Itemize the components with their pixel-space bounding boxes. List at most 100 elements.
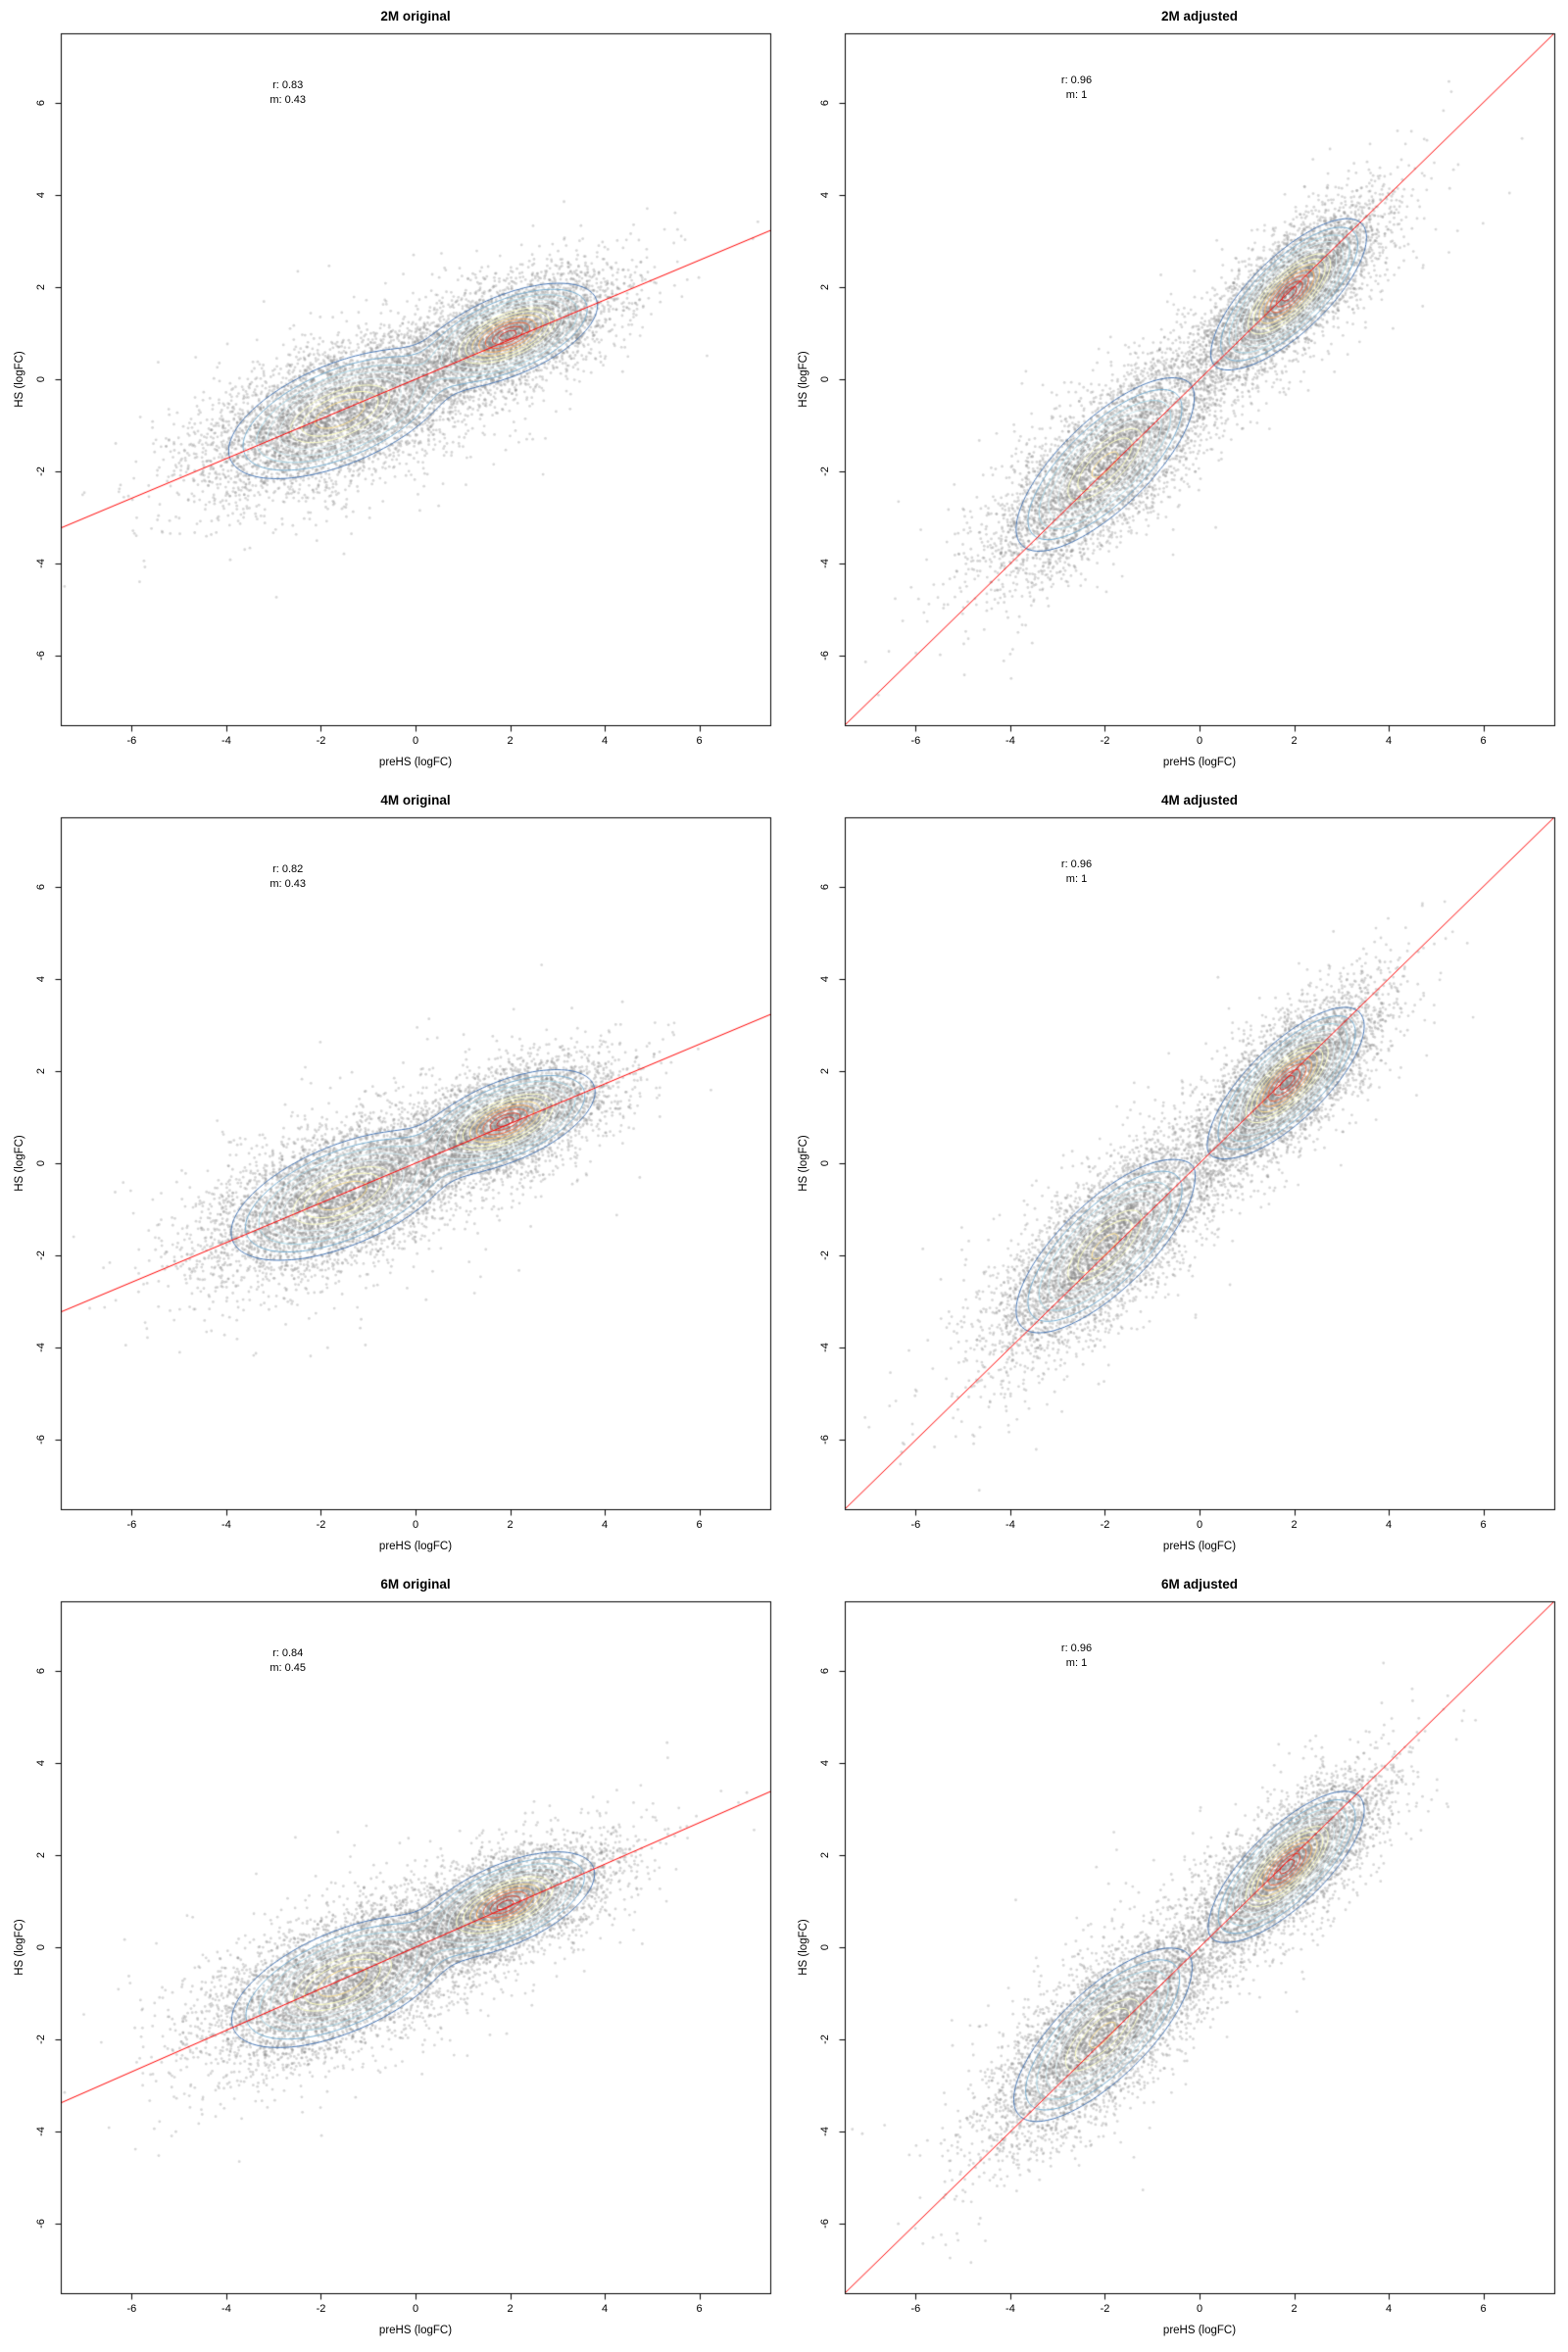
stat-m-value: m: 1 bbox=[1065, 1657, 1088, 1670]
x-tick-label: 0 bbox=[1196, 2303, 1203, 2315]
stats-annotation: r: 0.83 m: 0.43 bbox=[270, 78, 306, 108]
x-tick-label: 6 bbox=[1480, 2303, 1487, 2315]
panel-2m-adjusted: 2M adjusted r: 0.96 m: 1 preHS (logFC) HS (l… bbox=[784, 0, 1568, 784]
y-tick-label: -4 bbox=[35, 1343, 47, 1353]
plot-canvas-2m-adjusted bbox=[784, 0, 1568, 784]
x-tick-label: -4 bbox=[221, 1519, 231, 1531]
x-tick-label: 6 bbox=[696, 1519, 703, 1531]
x-tick-label: 6 bbox=[696, 2303, 703, 2315]
x-tick-label: 6 bbox=[696, 735, 703, 747]
x-axis-label: preHS (logFC) bbox=[378, 757, 453, 768]
y-tick-label: -4 bbox=[35, 559, 47, 569]
x-tick-label: 4 bbox=[1386, 1519, 1393, 1531]
x-tick-label: -6 bbox=[126, 1519, 137, 1531]
stat-r-value: r: 0.96 bbox=[1060, 74, 1093, 87]
y-tick-label: 6 bbox=[819, 883, 831, 890]
y-tick-label: 4 bbox=[35, 191, 47, 198]
panel-title: 6M adjusted bbox=[1160, 1577, 1239, 1592]
x-tick-label: 0 bbox=[1196, 735, 1203, 747]
y-tick-label: -2 bbox=[35, 2034, 47, 2045]
y-tick-label: 0 bbox=[35, 375, 47, 383]
y-tick-label: 2 bbox=[819, 283, 831, 290]
stats-annotation: r: 0.96 m: 1 bbox=[1061, 1642, 1092, 1671]
y-tick-label: -2 bbox=[35, 1250, 47, 1261]
x-axis-label: preHS (logFC) bbox=[378, 2325, 453, 2336]
stat-m-value: m: 0.43 bbox=[270, 878, 307, 891]
y-tick-label: 6 bbox=[35, 883, 47, 890]
panel-title: 6M original bbox=[380, 1577, 451, 1592]
x-tick-label: -6 bbox=[910, 735, 921, 747]
y-tick-label: 2 bbox=[819, 1067, 831, 1074]
x-tick-label: -2 bbox=[316, 2303, 326, 2315]
x-tick-label: -4 bbox=[1005, 1519, 1015, 1531]
y-tick-label: -6 bbox=[35, 1435, 47, 1446]
panel-title: 2M original bbox=[380, 9, 451, 24]
x-tick-label: 6 bbox=[1480, 735, 1487, 747]
x-tick-label: 4 bbox=[1386, 2303, 1393, 2315]
panel-title: 4M original bbox=[380, 793, 451, 808]
y-tick-label: 0 bbox=[819, 1943, 831, 1951]
y-tick-label: 4 bbox=[819, 975, 831, 982]
x-tick-label: -6 bbox=[910, 1519, 921, 1531]
x-tick-label: 2 bbox=[507, 735, 514, 747]
x-tick-label: -2 bbox=[316, 1519, 326, 1531]
panel-6m-original: 6M original r: 0.84 m: 0.45 preHS (logFC) HS… bbox=[0, 1568, 784, 2352]
stat-m-value: m: 0.43 bbox=[270, 94, 307, 107]
plot-canvas-4m-adjusted bbox=[784, 784, 1568, 1568]
y-tick-label: -6 bbox=[35, 651, 47, 662]
y-tick-label: 2 bbox=[35, 1851, 47, 1858]
plot-canvas-6m-original bbox=[0, 1568, 784, 2352]
stat-m-value: m: 1 bbox=[1065, 873, 1088, 886]
stat-m-value: m: 1 bbox=[1065, 89, 1088, 102]
plot-canvas-6m-adjusted bbox=[784, 1568, 1568, 2352]
y-tick-label: 4 bbox=[819, 191, 831, 198]
y-tick-label: 4 bbox=[35, 975, 47, 982]
x-tick-label: -2 bbox=[1100, 2303, 1110, 2315]
y-axis-label: HS (logFC) bbox=[14, 1135, 25, 1192]
stat-r-value: r: 0.84 bbox=[272, 1647, 304, 1660]
y-axis-label: HS (logFC) bbox=[798, 1135, 809, 1192]
x-tick-label: -4 bbox=[1005, 2303, 1015, 2315]
y-tick-label: -4 bbox=[819, 559, 831, 569]
stats-annotation: r: 0.96 m: 1 bbox=[1061, 858, 1092, 887]
x-tick-label: -4 bbox=[1005, 735, 1015, 747]
y-tick-label: 2 bbox=[35, 283, 47, 290]
stat-r-value: r: 0.96 bbox=[1060, 1642, 1093, 1655]
x-tick-label: -6 bbox=[126, 735, 137, 747]
y-tick-label: 6 bbox=[819, 1667, 831, 1674]
panel-6m-adjusted: 6M adjusted r: 0.96 m: 1 preHS (logFC) HS (l… bbox=[784, 1568, 1568, 2352]
panel-2m-original: 2M original r: 0.83 m: 0.43 preHS (logFC) HS… bbox=[0, 0, 784, 784]
y-tick-label: -4 bbox=[819, 1343, 831, 1353]
y-tick-label: -6 bbox=[819, 651, 831, 662]
x-tick-label: 2 bbox=[1291, 1519, 1298, 1531]
y-tick-label: 6 bbox=[35, 1667, 47, 1674]
x-tick-label: 4 bbox=[602, 2303, 609, 2315]
x-tick-label: -4 bbox=[221, 2303, 231, 2315]
panel-4m-adjusted: 4M adjusted r: 0.96 m: 1 preHS (logFC) HS (l… bbox=[784, 784, 1568, 1568]
y-axis-label: HS (logFC) bbox=[798, 1919, 809, 1976]
y-tick-label: -2 bbox=[819, 2034, 831, 2045]
stat-r-value: r: 0.83 bbox=[272, 79, 304, 92]
stat-r-value: r: 0.82 bbox=[272, 863, 304, 876]
x-tick-label: 2 bbox=[507, 2303, 514, 2315]
x-tick-label: 0 bbox=[412, 1519, 419, 1531]
panel-4m-original: 4M original r: 0.82 m: 0.43 preHS (logFC) HS… bbox=[0, 784, 784, 1568]
x-tick-label: 2 bbox=[1291, 2303, 1298, 2315]
x-tick-label: -4 bbox=[221, 735, 231, 747]
x-tick-label: 0 bbox=[412, 2303, 419, 2315]
x-tick-label: -2 bbox=[316, 735, 326, 747]
x-tick-label: -6 bbox=[126, 2303, 137, 2315]
stats-annotation: r: 0.96 m: 1 bbox=[1061, 74, 1092, 103]
stats-annotation: r: 0.84 m: 0.45 bbox=[270, 1646, 306, 1676]
y-tick-label: -4 bbox=[35, 2127, 47, 2137]
y-axis-label: HS (logFC) bbox=[14, 1919, 25, 1976]
y-tick-label: -2 bbox=[819, 466, 831, 477]
y-tick-label: -6 bbox=[819, 1435, 831, 1446]
x-tick-label: 4 bbox=[602, 735, 609, 747]
x-tick-label: 0 bbox=[1196, 1519, 1203, 1531]
y-tick-label: 0 bbox=[35, 1943, 47, 1951]
x-axis-label: preHS (logFC) bbox=[378, 1541, 453, 1552]
x-tick-label: 2 bbox=[507, 1519, 514, 1531]
x-tick-label: 6 bbox=[1480, 1519, 1487, 1531]
y-tick-label: 2 bbox=[35, 1067, 47, 1074]
